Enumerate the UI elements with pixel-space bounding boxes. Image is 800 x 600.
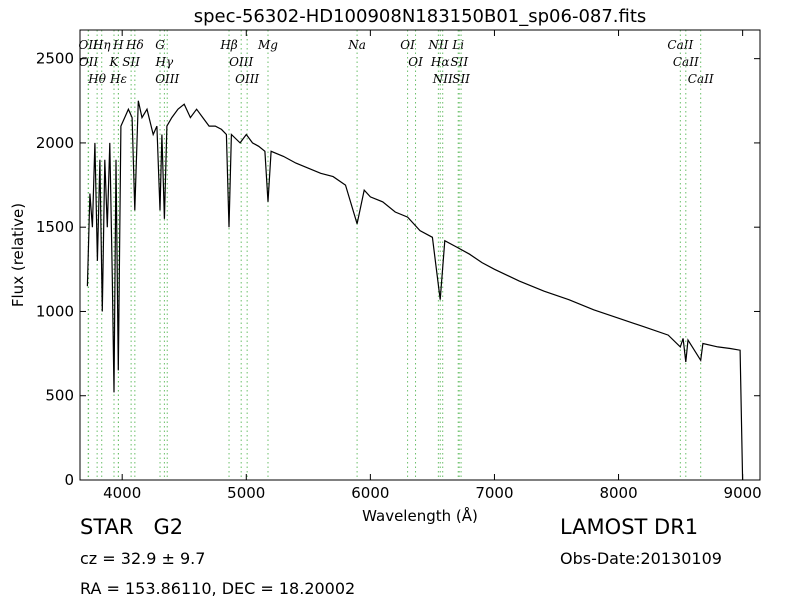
spectral-line-label: CaII [673,55,699,69]
y-tick-label: 2000 [36,134,74,152]
spectral-line-label: OIII [155,72,179,86]
spectral-line-label: Hθ [87,72,106,86]
spectral-line-label: Hα [430,55,450,69]
object-class: STAR G2 [80,515,183,539]
spectral-line-label: Hγ [155,55,174,69]
spectral-line-label: Li [451,38,464,52]
spectral-line-label: CaII [688,72,714,86]
spectral-line-label: G [155,38,165,52]
y-axis-label: Flux (relative) [9,203,27,307]
x-tick-label: 4000 [103,484,141,502]
spectral-line-label: Hη [92,38,111,52]
spectral-line-label: K [109,55,120,69]
y-tick-label: 500 [45,387,74,405]
chart-title: spec-56302-HD100908N183150B01_sp06-087.f… [194,6,647,27]
x-tick-label: 9000 [724,484,762,502]
plot-frame [79,29,761,481]
x-tick-label: 7000 [475,484,513,502]
x-axis-label: Wavelength (Å) [362,506,478,525]
spectral-line-label: SII [452,72,470,86]
spectral-line-label: Hβ [219,38,237,52]
spectral-line-label: Hε [109,72,127,86]
x-tick-label: 6000 [351,484,389,502]
y-tick-label: 0 [64,471,74,489]
x-tick-label: 5000 [227,484,265,502]
survey: LAMOST DR1 [560,515,698,539]
spectrum-line [86,100,744,481]
spectral-line-label: SII [122,55,140,69]
spectral-line-label: Na [347,38,366,52]
y-tick-label: 1500 [36,218,74,236]
spectral-line-label: OIII [229,55,253,69]
y-tick-label: 2500 [36,50,74,68]
spectral-line-label: OIII [235,72,259,86]
spectral-line-label: NII [432,72,453,86]
spectral-line-label: OI [400,38,415,52]
spectral-line-label: OII [79,55,99,69]
redshift: cz = 32.9 ± 9.7 [80,549,205,568]
spectral-line-label: Hδ [125,38,144,52]
spectral-line-label: NII [427,38,448,52]
spectral-line-label: CaII [667,38,693,52]
obs-date: Obs-Date:20130109 [560,549,722,568]
spectral-line-label: Mg [257,38,278,52]
spectral-line-label: SII [450,55,468,69]
spectral-line-label: OI [408,55,423,69]
y-tick-label: 1000 [36,302,74,320]
coordinates: RA = 153.86110, DEC = 18.20002 [80,579,355,598]
x-tick-label: 8000 [599,484,637,502]
